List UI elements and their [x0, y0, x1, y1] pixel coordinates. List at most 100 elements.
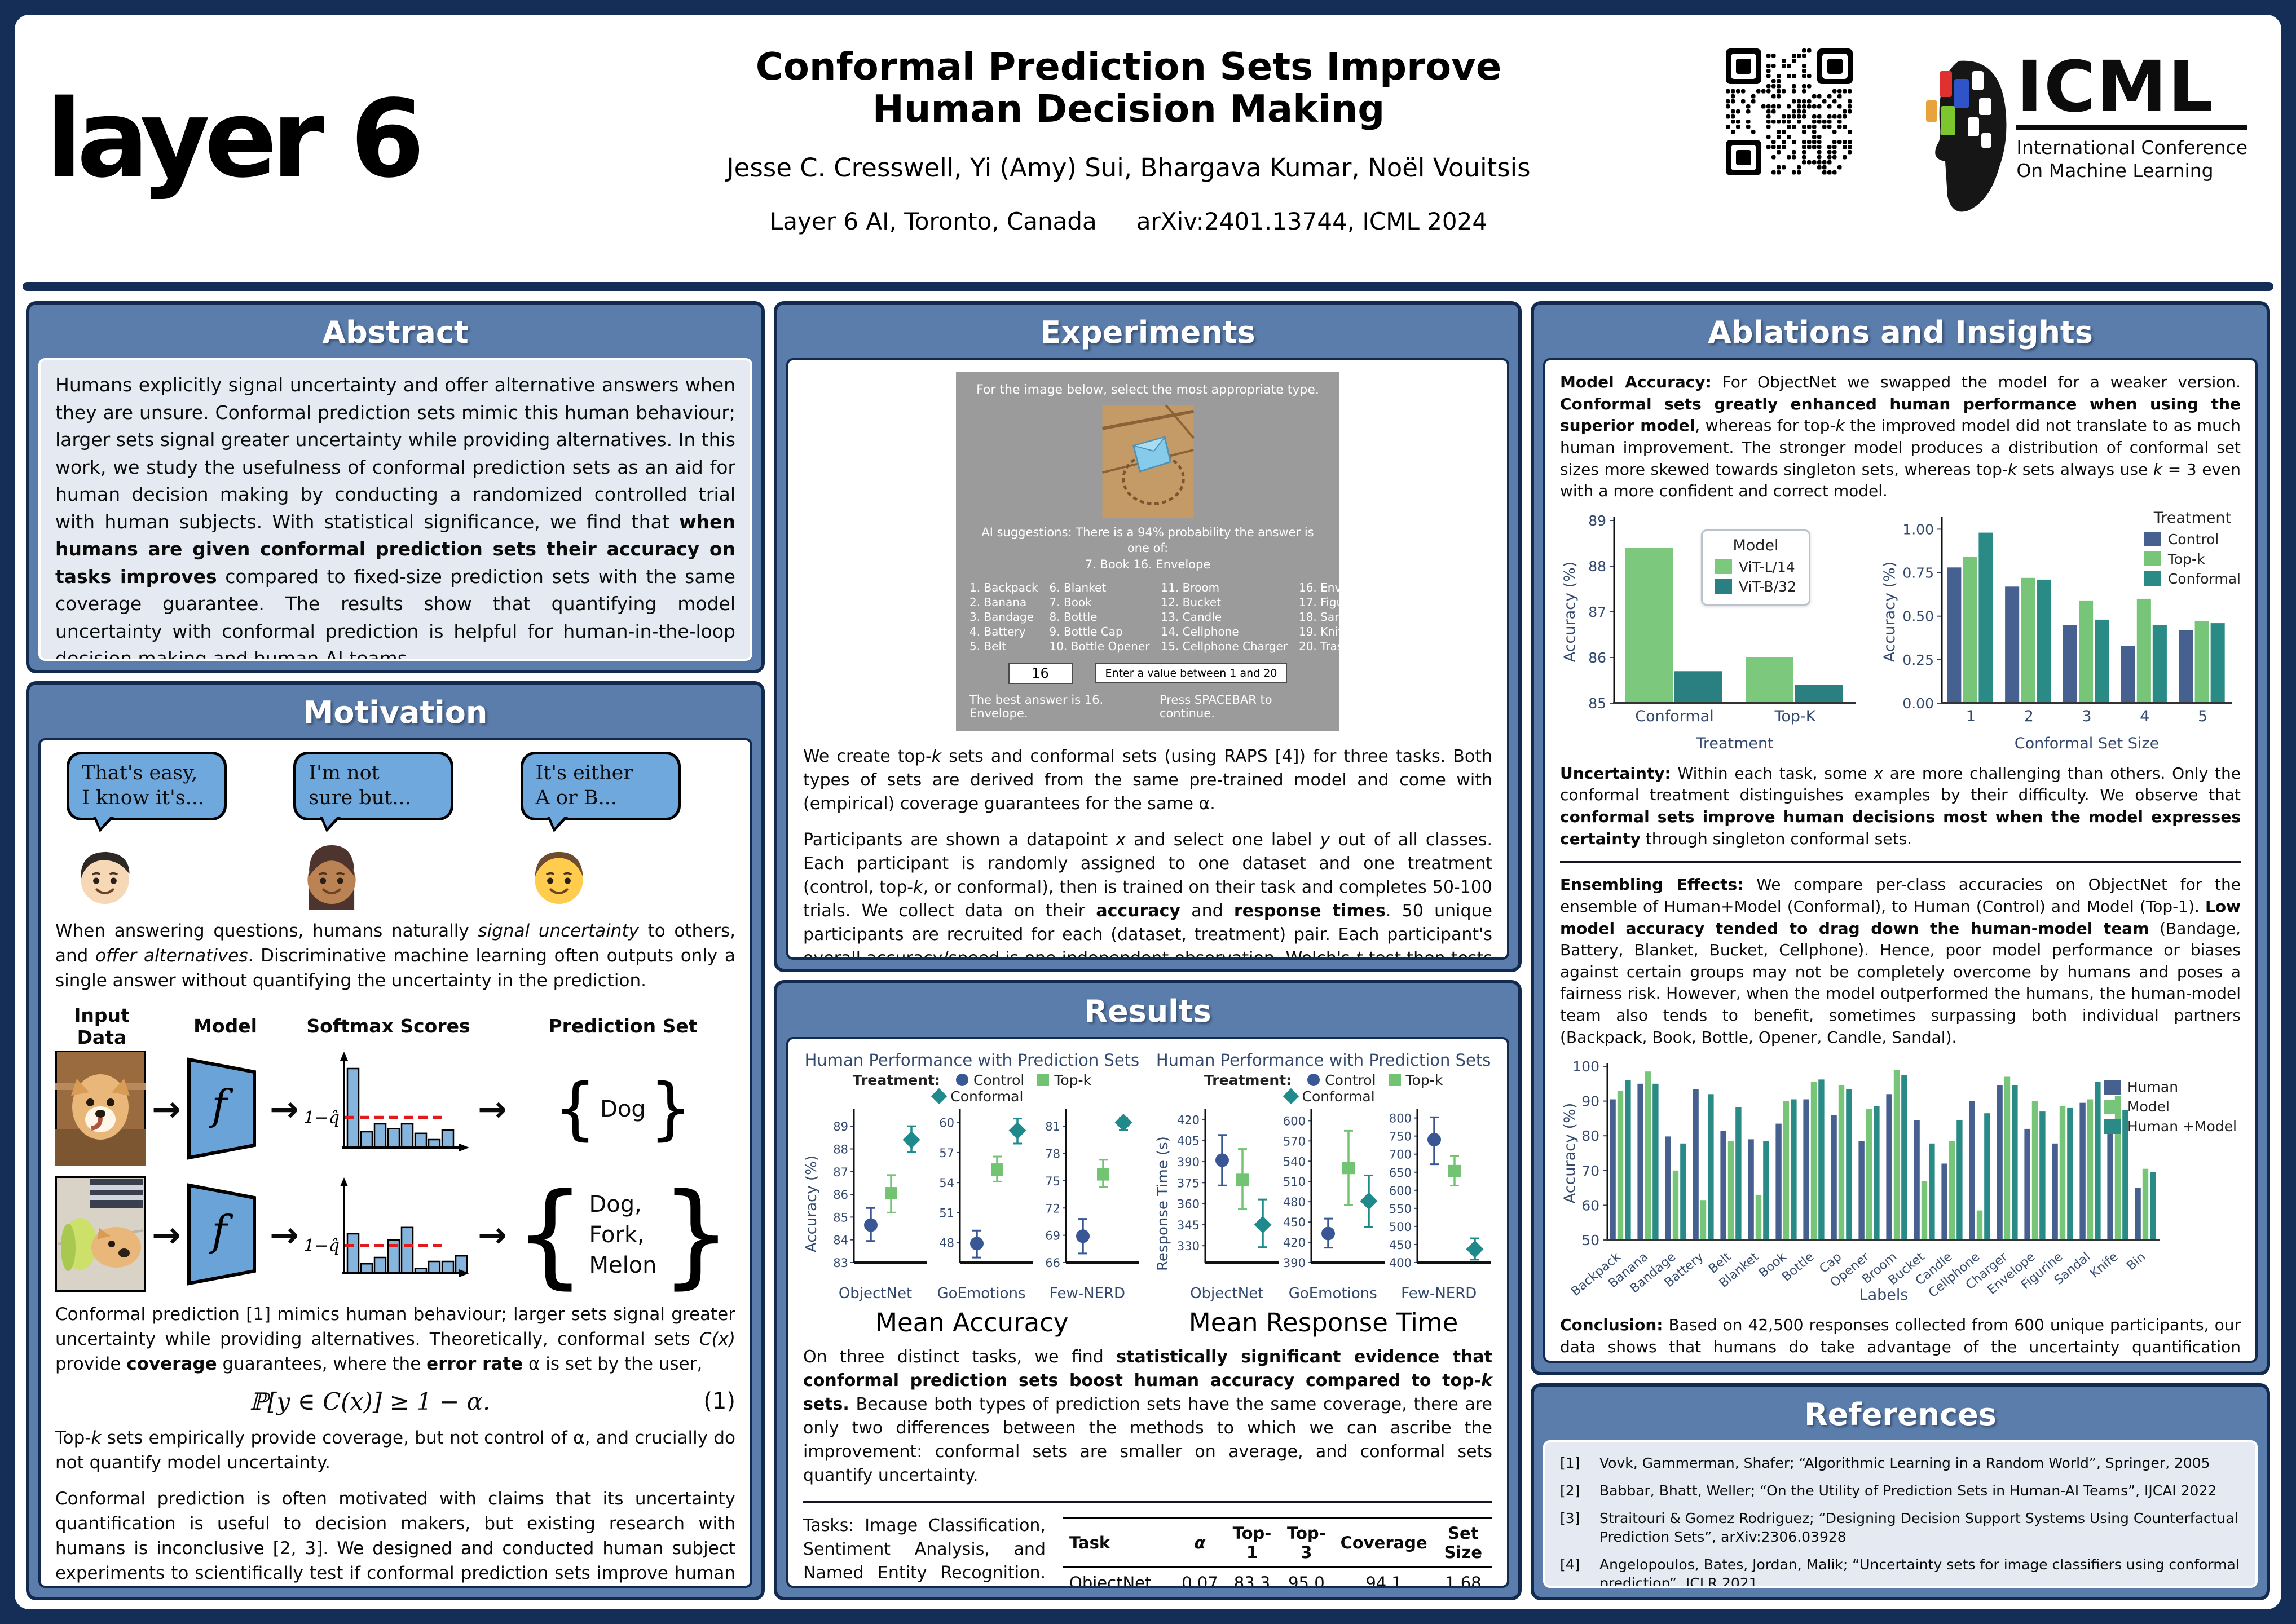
model-accuracy-para: Model Accuracy: For ObjectNet we swapped… — [1560, 373, 2241, 501]
mean-accuracy-chart: Human Performance with Prediction Sets Tr… — [803, 1051, 1140, 1338]
svg-text:2: 2 — [2024, 708, 2034, 725]
svg-text:85: 85 — [1588, 695, 1606, 712]
svg-text:3: 3 — [2082, 708, 2091, 725]
results-table: Task α Top-1 Top-3 Coverage Set Size — [1063, 1517, 1492, 1586]
svg-text:Conformal Set Size: Conformal Set Size — [2015, 735, 2159, 752]
woman-face-icon — [296, 839, 497, 913]
section-experiments: Experiments For the image below, select … — [774, 301, 1522, 972]
softmax-chart-1: 1−q̂ — [302, 1051, 474, 1168]
option-column-4: 16. Envelope 17. Figurine 18. Sandal 19.… — [1298, 581, 1373, 654]
svg-text:78: 78 — [1045, 1148, 1060, 1161]
svg-text:480: 480 — [1283, 1195, 1306, 1209]
poster-surface: layer 6 Conformal Prediction Sets Improv… — [15, 15, 2281, 1609]
speech-figure: That's easy, I know it's... I'm not sure… — [55, 752, 735, 913]
svg-text:Accuracy (%): Accuracy (%) — [1561, 1103, 1579, 1204]
svg-text:1−q̂: 1−q̂ — [304, 1236, 340, 1256]
results-title: Results — [1084, 994, 1211, 1029]
corgi-photo-1 — [54, 1048, 148, 1168]
svg-text:89: 89 — [1588, 513, 1606, 529]
trial-prompt: For the image below, select the most app… — [976, 383, 1319, 397]
svg-text:86: 86 — [833, 1188, 848, 1202]
svg-text:1.00: 1.00 — [1902, 521, 1934, 537]
svg-text:375: 375 — [1177, 1176, 1200, 1190]
poster-columns: Abstract Humans explicitly signal uncert… — [26, 301, 2270, 1600]
poster-title: Conformal Prediction Sets Improve Human … — [755, 45, 1502, 131]
section-references: References [1] Vovk, Gammerman, Shafer; “… — [1531, 1383, 2270, 1600]
ablations-body: Model Accuracy: For ObjectNet we swapped… — [1543, 358, 2258, 1363]
svg-text:500: 500 — [1389, 1220, 1412, 1234]
ablations-title: Ablations and Insights — [1708, 315, 2093, 350]
svg-text:88: 88 — [833, 1142, 848, 1156]
chart-legend: Treatment Control Top-k Conformal — [2144, 509, 2241, 590]
svg-text:Treatment: Treatment — [1695, 735, 1773, 752]
figure-row-certain: → f → 1−q̂ → { Dog } — [54, 1048, 735, 1168]
experiments-para-2: Participants are shown a datapoint x and… — [803, 830, 1492, 960]
results-para: On three distinct tasks, we find statist… — [803, 1347, 1492, 1485]
dot-panel: 66 69 72 75 78 81 Few-NERD — [1034, 1106, 1140, 1302]
arrow-icon: → — [478, 1214, 507, 1256]
option-column-3: 11. Broom 12. Bucket 13. Candle 14. Cell… — [1161, 581, 1288, 654]
value-range-button[interactable]: Enter a value between 1 and 20 — [1095, 663, 1288, 684]
arrow-icon: → — [152, 1088, 181, 1130]
svg-text:81: 81 — [1045, 1120, 1060, 1133]
option-list: 1. Backpack 2. Banana 3. Bandage 4. Batt… — [969, 580, 1372, 654]
experiments-body: For the image below, select the most app… — [786, 358, 1509, 960]
svg-text:Bin: Bin — [2124, 1250, 2148, 1274]
svg-text:Accuracy (%): Accuracy (%) — [1881, 561, 1898, 662]
option-column-2: 6. Blanket 7. Book 8. Bottle 9. Bottle C… — [1049, 581, 1150, 654]
icml-head-icon — [1925, 54, 2009, 218]
abstract-body: Humans explicitly signal uncertainty and… — [38, 358, 752, 661]
softmax-chart-2: 1−q̂ — [302, 1176, 474, 1294]
section-results: Results Human Performance with Predictio… — [774, 980, 1522, 1600]
column-middle: Experiments For the image below, select … — [774, 301, 1522, 1600]
speech-bubble-2: I'm not sure but... — [293, 752, 454, 832]
dot-panel: 83 84 85 86 87 88 89 ObjectNet — [822, 1106, 928, 1302]
reference-item: [4] Angelopoulos, Bates, Jordan, Malik; “… — [1560, 1556, 2240, 1588]
mean-response-time-chart: Human Performance with Prediction Sets Tr… — [1154, 1051, 1491, 1338]
svg-text:330: 330 — [1177, 1239, 1200, 1253]
svg-text:84: 84 — [833, 1234, 848, 1247]
svg-text:70: 70 — [1581, 1163, 1599, 1179]
answer-input[interactable]: 16 — [1008, 663, 1073, 685]
svg-text:450: 450 — [1389, 1238, 1412, 1252]
affiliation-text: Layer 6 AI, Toronto, Canada — [769, 208, 1097, 236]
svg-text:600: 600 — [1283, 1114, 1306, 1128]
svg-text:57: 57 — [939, 1146, 954, 1160]
svg-text:650: 650 — [1389, 1166, 1412, 1180]
abstract-title: Abstract — [322, 315, 469, 350]
column-left: Abstract Humans explicitly signal uncert… — [26, 301, 765, 1600]
corgi-photo-2 — [54, 1174, 148, 1294]
table-row: ObjectNet 0.07 83.3 95.0 94.1 1.68 — [1063, 1568, 1492, 1586]
motivation-title: Motivation — [303, 695, 488, 730]
svg-text:700: 700 — [1389, 1148, 1412, 1162]
figure-row-uncertain: → f → 1−q̂ → { Dog, Fork, Melon — [54, 1174, 735, 1294]
icml-logo: ICML International Conference On Machine… — [1925, 52, 2247, 218]
svg-text:75: 75 — [1045, 1175, 1060, 1188]
svg-text:90: 90 — [1581, 1093, 1599, 1110]
svg-text:60: 60 — [1581, 1198, 1599, 1214]
coverage-equation: ℙ[y ∈ C(x)] ≥ 1 − α. (1) — [55, 1388, 735, 1415]
chart-legend: Model ViT-L/14 ViT-B/32 — [1701, 529, 1810, 606]
svg-text:50: 50 — [1581, 1232, 1599, 1248]
motivation-para-3: Top-k sets empirically provide coverage,… — [55, 1427, 735, 1473]
svg-text:420: 420 — [1177, 1113, 1200, 1127]
person-man: It's either A or B... — [520, 752, 724, 913]
svg-text:89: 89 — [833, 1120, 848, 1133]
svg-text:1−q̂: 1−q̂ — [304, 1107, 340, 1127]
reference-item: [2] Babbar, Bhatt, Weller; “On the Utilit… — [1560, 1482, 2217, 1499]
svg-text:0.00: 0.00 — [1902, 695, 1934, 712]
arrow-icon: → — [270, 1088, 299, 1130]
svg-text:510: 510 — [1283, 1175, 1306, 1189]
svg-text:540: 540 — [1283, 1155, 1306, 1168]
model-trapezoid-icon: f — [184, 1182, 266, 1288]
results-charts: Human Performance with Prediction Sets Tr… — [803, 1051, 1492, 1338]
affiliation: Layer 6 AI, Toronto, Canada arXiv:2401.1… — [635, 208, 1622, 235]
svg-text:85: 85 — [833, 1211, 848, 1224]
svg-text:390: 390 — [1177, 1155, 1200, 1169]
svg-text:Knife: Knife — [2088, 1250, 2121, 1281]
ensembling-para: Ensembling Effects: We compare per-class… — [1560, 875, 2241, 1047]
references-body: [1] Vovk, Gammerman, Shafer; “Algorithmic… — [1543, 1440, 2258, 1588]
references-title: References — [1804, 1397, 1997, 1432]
svg-text:750: 750 — [1389, 1130, 1412, 1144]
